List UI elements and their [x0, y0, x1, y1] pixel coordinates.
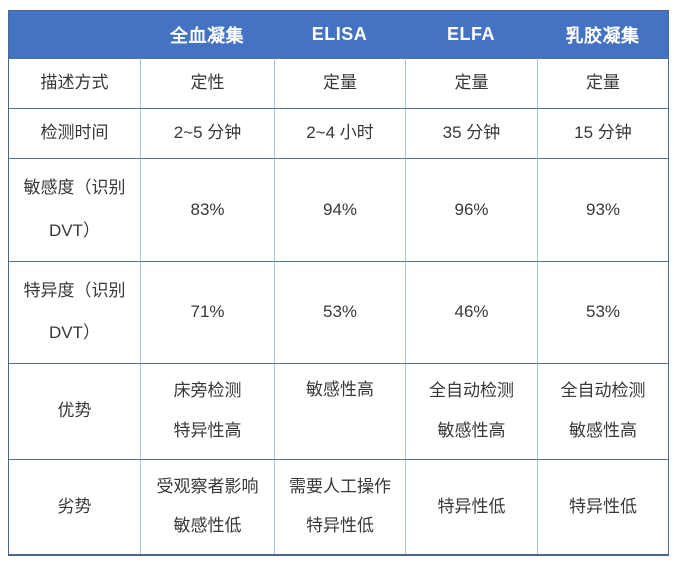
table-cell: 全自动检测 敏感性高 — [537, 363, 668, 459]
col-header-elisa: ELISA — [274, 11, 405, 58]
row-label-sensitivity: 敏感度（识别 DVT） — [9, 158, 140, 261]
cell-line: 定性 — [190, 73, 225, 93]
cell-line: 53% — [322, 302, 358, 322]
cell-line: 特异性高 — [173, 420, 242, 440]
cell-line: 特异性低 — [437, 496, 506, 516]
table-cell: 15 分钟 — [537, 108, 668, 158]
cell-line: 53% — [585, 302, 621, 322]
cell-line: 定量 — [586, 73, 620, 93]
table-cell: 敏感性高 — [274, 363, 405, 459]
cell-line: 全自动检测 — [429, 381, 514, 401]
cell-line: 46% — [454, 302, 489, 322]
table-cell: 71% — [140, 261, 274, 363]
table-cell: 96% — [405, 158, 537, 261]
col-header-elfa: ELFA — [405, 11, 537, 58]
table-cell: 53% — [274, 261, 405, 363]
table-cell: 受观察者影响 敏感性低 — [140, 459, 274, 554]
cell-line: 描述方式 — [40, 73, 109, 93]
cell-line: 床旁检测 — [173, 381, 242, 401]
cell-line: 15 分钟 — [574, 123, 632, 143]
table-cell: 床旁检测 特异性高 — [140, 363, 274, 459]
cell-line: 96% — [454, 199, 489, 219]
cell-line: 全自动检测 — [560, 381, 646, 401]
table-cell: 特异性低 — [405, 459, 537, 554]
col-header-whole-blood-agglutination: 全血凝集 — [140, 11, 274, 58]
table-cell: 46% — [405, 261, 537, 363]
cell-line: 定量 — [454, 73, 489, 93]
row-label-advantages: 优势 — [9, 363, 140, 459]
row-label-specificity: 特异度（识别 DVT） — [9, 261, 140, 363]
cell-line: 敏感度（识别 — [23, 178, 126, 198]
cell-line: 敏感性高 — [569, 420, 637, 440]
row-label-detection-time: 检测时间 — [9, 108, 140, 158]
cell-line: DVT） — [49, 323, 100, 343]
cell-line: 检测时间 — [40, 123, 109, 143]
table-cell: 53% — [537, 261, 668, 363]
col-header-latex-agglutination: 乳胶凝集 — [537, 11, 668, 58]
cell-line: 93% — [585, 199, 621, 219]
table-cell: 94% — [274, 158, 405, 261]
cell-line: 劣势 — [57, 496, 92, 516]
table-cell: 83% — [140, 158, 274, 261]
cell-line: 2~4 小时 — [306, 123, 374, 143]
cell-line: 敏感性高 — [437, 420, 506, 440]
cell-line: 优势 — [57, 401, 92, 421]
cell-line: 83% — [190, 199, 225, 219]
comparison-table: 全血凝集 ELISA ELFA 乳胶凝集 描述方式 定性 定量 定量 定量 检测… — [8, 10, 669, 556]
cell-line: 特异性低 — [306, 516, 374, 536]
table-cell: 定量 — [537, 58, 668, 108]
row-label-disadvantages: 劣势 — [9, 459, 140, 554]
cell-line: 71% — [190, 302, 225, 322]
table-cell: 35 分钟 — [405, 108, 537, 158]
cell-line: 需要人工操作 — [289, 477, 391, 497]
table-cell: 定量 — [274, 58, 405, 108]
table-cell: 特异性低 — [537, 459, 668, 554]
table-cell: 2~4 小时 — [274, 108, 405, 158]
cell-line: 特异度（识别 — [23, 280, 126, 300]
cell-line: DVT） — [49, 221, 100, 241]
table-cell: 93% — [537, 158, 668, 261]
table-cell: 需要人工操作 特异性低 — [274, 459, 405, 554]
table-cell: 全自动检测 敏感性高 — [405, 363, 537, 459]
cell-line: 35 分钟 — [442, 123, 501, 143]
table-cell: 定量 — [405, 58, 537, 108]
cell-line: 敏感性低 — [173, 516, 242, 536]
cell-line: 94% — [322, 199, 358, 219]
cell-line: 2~5 分钟 — [173, 123, 242, 143]
cell-line: 敏感性高 — [306, 380, 374, 399]
row-label-description-method: 描述方式 — [9, 58, 140, 108]
table-cell: 2~5 分钟 — [140, 108, 274, 158]
cell-line: 定量 — [323, 73, 357, 93]
cell-line: 特异性低 — [569, 496, 637, 516]
table-cell: 定性 — [140, 58, 274, 108]
cell-line: 受观察者影响 — [156, 477, 259, 497]
col-header-blank — [9, 11, 140, 58]
